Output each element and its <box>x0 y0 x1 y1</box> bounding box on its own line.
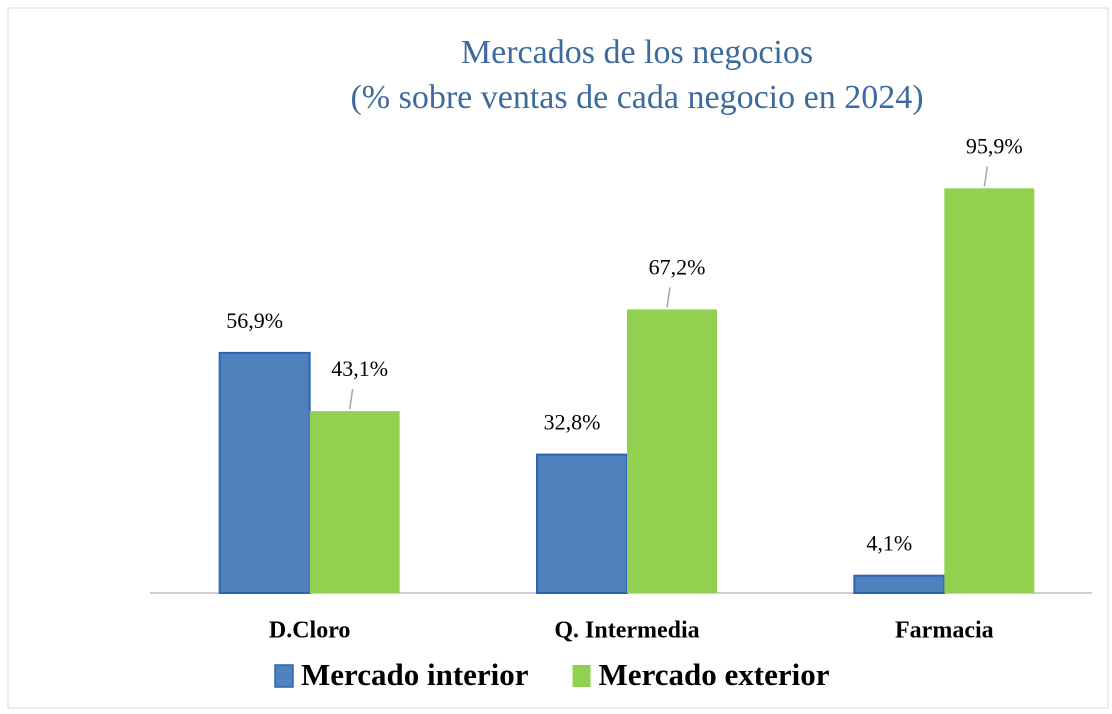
data-label: 67,2% <box>649 254 706 279</box>
x-tick-label: Farmacia <box>895 618 994 644</box>
bar <box>627 309 717 593</box>
bar <box>536 453 628 595</box>
legend-label: Mercado interior <box>301 657 529 692</box>
leader-line <box>348 389 354 410</box>
leader-line <box>666 287 671 308</box>
bar <box>309 411 400 593</box>
bar <box>218 351 311 594</box>
data-label: 95,9% <box>966 133 1023 158</box>
chart-subtitle: (% sobre ventas de cada negocio en 2024) <box>350 79 923 116</box>
data-label: 32,8% <box>544 410 601 435</box>
legend-label: Mercado exterior <box>599 657 830 692</box>
x-tick-label: Q. Intermedia <box>554 618 699 644</box>
x-tick-label: D.Cloro <box>269 618 351 644</box>
data-label: 4,1% <box>866 531 912 556</box>
leader-line <box>983 166 989 187</box>
data-label: 43,1% <box>331 356 388 381</box>
chart-title: Mercados de los negocios <box>461 34 813 71</box>
legend-swatch <box>274 664 294 688</box>
data-label: 56,9% <box>226 308 283 333</box>
bar <box>944 188 1035 593</box>
legend-swatch <box>572 665 591 687</box>
bar <box>853 574 946 594</box>
